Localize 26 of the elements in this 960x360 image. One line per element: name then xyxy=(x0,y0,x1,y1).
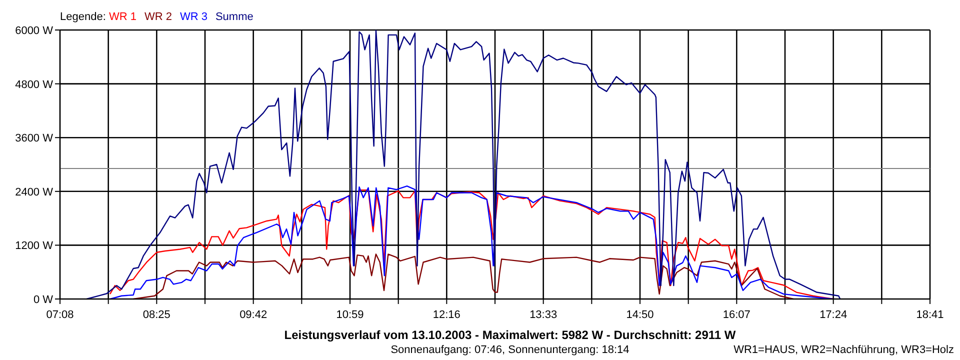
x-tick-label: 10:59 xyxy=(336,309,364,321)
y-tick-label: 6000 W xyxy=(15,25,54,37)
text: Sonnenaufgang: 07:46, Sonnenuntergang: 18:14 xyxy=(390,344,630,356)
x-tick-label: 14:50 xyxy=(626,309,654,321)
text: Leistungsverlauf vom 13.10.2003 - Maximalwert: 5982 W - Durchschnitt: 2911 W xyxy=(284,328,736,342)
y-tick-label: 0 W xyxy=(33,294,54,306)
text: WR 3 xyxy=(180,11,208,23)
x-tick-label: 12:16 xyxy=(432,309,460,321)
x-tick-label: 16:07 xyxy=(722,309,750,321)
line-series xyxy=(132,254,794,300)
legend-title: Legende: xyxy=(60,11,109,23)
text: WR 2 xyxy=(144,11,172,23)
y-tick-label: 4800 W xyxy=(15,78,54,91)
text: WR1=HAUS, WR2=Nachführung, WR3=Holz xyxy=(734,344,954,356)
x-tick-label: 08:25 xyxy=(142,309,170,321)
line-series xyxy=(86,30,841,300)
text: Summe xyxy=(215,11,254,23)
x-tick-label: 13:33 xyxy=(530,309,558,321)
x-tick-label: 17:24 xyxy=(820,309,848,321)
y-tick-label: 3600 W xyxy=(15,132,54,145)
x-tick-label: 09:42 xyxy=(240,309,268,321)
x-tick-label: 18:41 xyxy=(916,309,944,321)
y-tick-label: 1200 W xyxy=(15,240,54,252)
x-tick-label: 07:08 xyxy=(46,309,74,321)
text: WR 1 xyxy=(108,11,136,23)
y-tick-label: 2400 W xyxy=(15,186,54,198)
